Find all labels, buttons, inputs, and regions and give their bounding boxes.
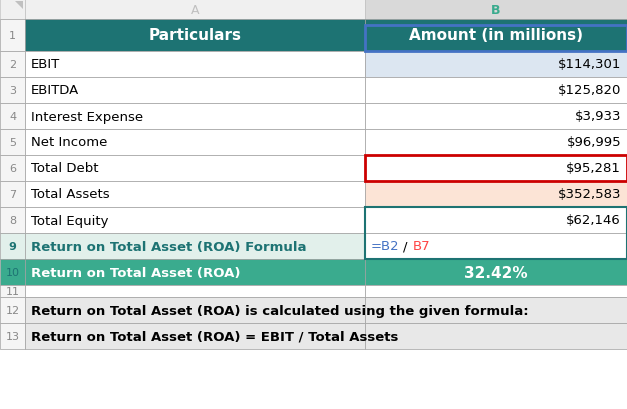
Text: $3,933: $3,933 [574, 110, 621, 123]
Bar [25, 297, 365, 323]
Bar [0, 104, 25, 130]
Bar [25, 104, 365, 130]
Text: Return on Total Asset (ROA) is calculated using the given formula:: Return on Total Asset (ROA) is calculate… [31, 304, 529, 317]
Bar [25, 130, 365, 155]
Bar [365, 104, 627, 130]
Text: 5: 5 [9, 138, 16, 148]
Text: 3: 3 [9, 86, 16, 96]
Bar [365, 0, 627, 20]
Bar [365, 155, 627, 182]
Bar [25, 78, 365, 104]
Text: 7: 7 [9, 189, 16, 200]
Text: 4: 4 [9, 112, 16, 122]
Text: B7: B7 [413, 240, 431, 253]
Bar [365, 182, 627, 207]
Text: Total Assets: Total Assets [31, 188, 110, 201]
Text: 6: 6 [9, 164, 16, 173]
Text: 1: 1 [9, 31, 16, 41]
Bar [25, 20, 365, 52]
Text: Return on Total Asset (ROA): Return on Total Asset (ROA) [31, 266, 241, 279]
Bar [0, 20, 25, 52]
Bar [365, 20, 627, 52]
Bar [365, 207, 627, 234]
Bar [25, 182, 365, 207]
Text: Net Income: Net Income [31, 136, 107, 149]
Text: $114,301: $114,301 [557, 58, 621, 71]
Text: Return on Total Asset (ROA) = EBIT / Total Assets: Return on Total Asset (ROA) = EBIT / Tot… [31, 330, 398, 343]
Bar [0, 155, 25, 182]
Bar [365, 130, 627, 155]
Text: 2: 2 [9, 60, 16, 70]
Bar [365, 207, 627, 259]
Bar [0, 323, 25, 349]
Text: Amount (in millions): Amount (in millions) [409, 29, 583, 43]
Text: 12: 12 [6, 305, 19, 315]
Bar [365, 78, 627, 104]
Bar [25, 234, 365, 259]
Text: =B2: =B2 [371, 240, 399, 253]
Text: EBIT: EBIT [31, 58, 60, 71]
Bar [365, 323, 627, 349]
Bar [0, 130, 25, 155]
Text: 10: 10 [6, 267, 19, 277]
Bar [0, 0, 25, 20]
Text: 32.42%: 32.42% [464, 265, 528, 280]
Bar [25, 0, 365, 20]
Text: EBITDA: EBITDA [31, 84, 79, 97]
Bar [365, 259, 627, 285]
Text: 13: 13 [6, 331, 19, 341]
Polygon shape [15, 2, 23, 10]
Bar [25, 285, 365, 297]
Text: $62,146: $62,146 [566, 214, 621, 227]
Bar [365, 285, 627, 297]
Bar [0, 297, 25, 323]
Bar [0, 78, 25, 104]
Bar [365, 26, 627, 52]
Text: 8: 8 [9, 216, 16, 225]
Bar [0, 285, 25, 297]
Text: 9: 9 [9, 241, 16, 252]
Text: /: / [403, 240, 408, 253]
Bar [365, 297, 627, 323]
Text: A: A [191, 4, 199, 16]
Text: $352,583: $352,583 [557, 188, 621, 201]
Bar [365, 234, 627, 259]
Text: B: B [491, 4, 501, 16]
Bar [0, 234, 25, 259]
Text: $95,281: $95,281 [566, 162, 621, 175]
Bar [365, 52, 627, 78]
Text: Total Debt: Total Debt [31, 162, 98, 175]
Bar [0, 182, 25, 207]
Text: $96,995: $96,995 [566, 136, 621, 149]
Text: 11: 11 [6, 286, 19, 296]
Bar [25, 155, 365, 182]
Bar [25, 323, 365, 349]
Bar [365, 155, 627, 182]
Bar [0, 52, 25, 78]
Bar [25, 52, 365, 78]
Text: Total Equity: Total Equity [31, 214, 108, 227]
Bar [25, 207, 365, 234]
Text: $125,820: $125,820 [557, 84, 621, 97]
Text: Interest Expense: Interest Expense [31, 110, 143, 123]
Text: Return on Total Asset (ROA) Formula: Return on Total Asset (ROA) Formula [31, 240, 307, 253]
Bar [0, 259, 25, 285]
Bar [25, 259, 365, 285]
Text: Particulars: Particulars [149, 29, 241, 43]
Bar [0, 207, 25, 234]
